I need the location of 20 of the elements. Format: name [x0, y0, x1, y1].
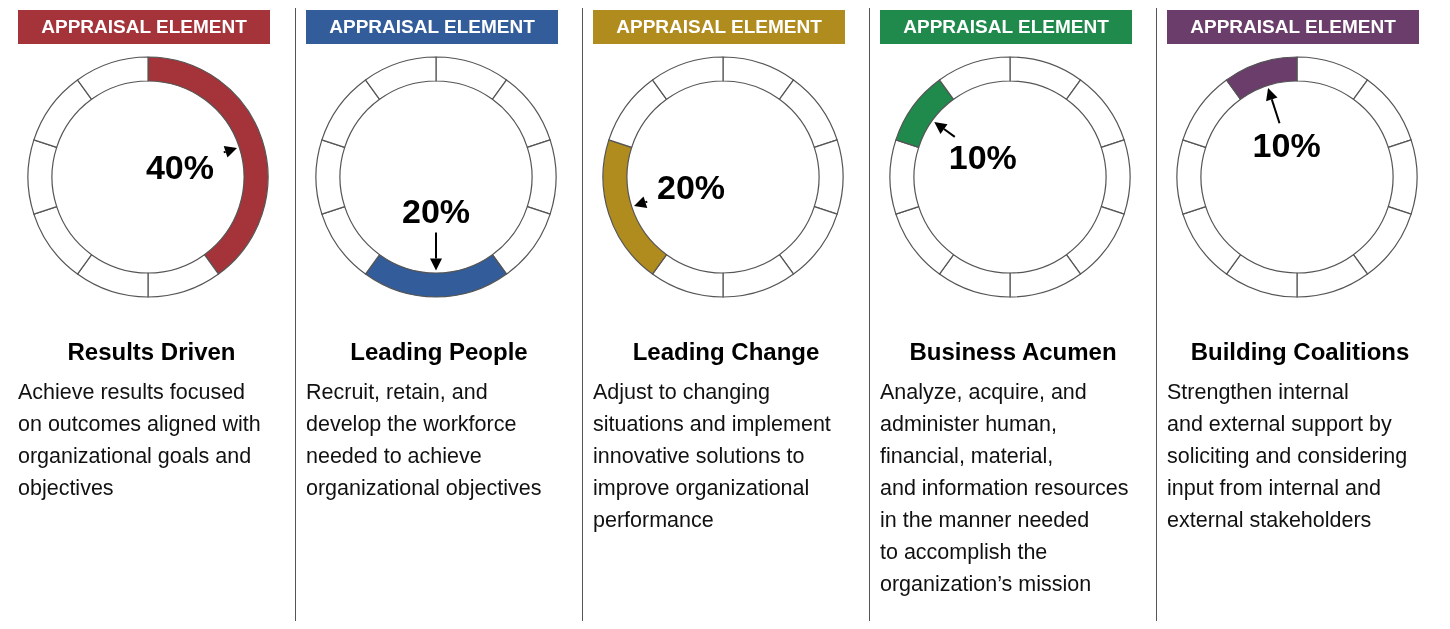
- text: Business Acumen: [908, 338, 1118, 366]
- text: Analyze, acquire, and administer human, financial, material, and information resources in the manner needed to accomplish the organization’s mission: [880, 379, 1130, 598]
- data-label: 40%: [145, 147, 214, 186]
- chart-subtitle: APPRAISAL ELEMENT: [593, 10, 845, 44]
- text: Strengthen internal and external support by soliciting and considering input from internal and external stakeholders: [1167, 379, 1409, 534]
- text: Adjust to changing situations and implement innovative solutions to improve organizational performance: [593, 379, 832, 534]
- chart-subtitle: APPRAISAL ELEMENT: [1167, 10, 1419, 44]
- text: Achieve results focused on outcomes aligned with organizational goals and objectives: [18, 379, 262, 502]
- chart-subtitle: APPRAISAL ELEMENT: [880, 10, 1132, 44]
- data-label: 20%: [401, 191, 471, 230]
- text: Recruit, retain, and develop the workforce needed to achieve organizational objectives: [306, 379, 543, 502]
- data-label: 10%: [948, 138, 1017, 177]
- chart-subtitle: APPRAISAL ELEMENT: [306, 10, 558, 44]
- chart-subtitle: APPRAISAL ELEMENT: [18, 10, 270, 44]
- data-label: 20%: [657, 168, 726, 207]
- data-label: 10%: [1252, 126, 1321, 165]
- text: Leading Change: [631, 338, 821, 366]
- text: Building Coalitions: [1189, 338, 1411, 366]
- text: Leading People: [349, 338, 529, 366]
- text: Results Driven: [66, 338, 237, 366]
